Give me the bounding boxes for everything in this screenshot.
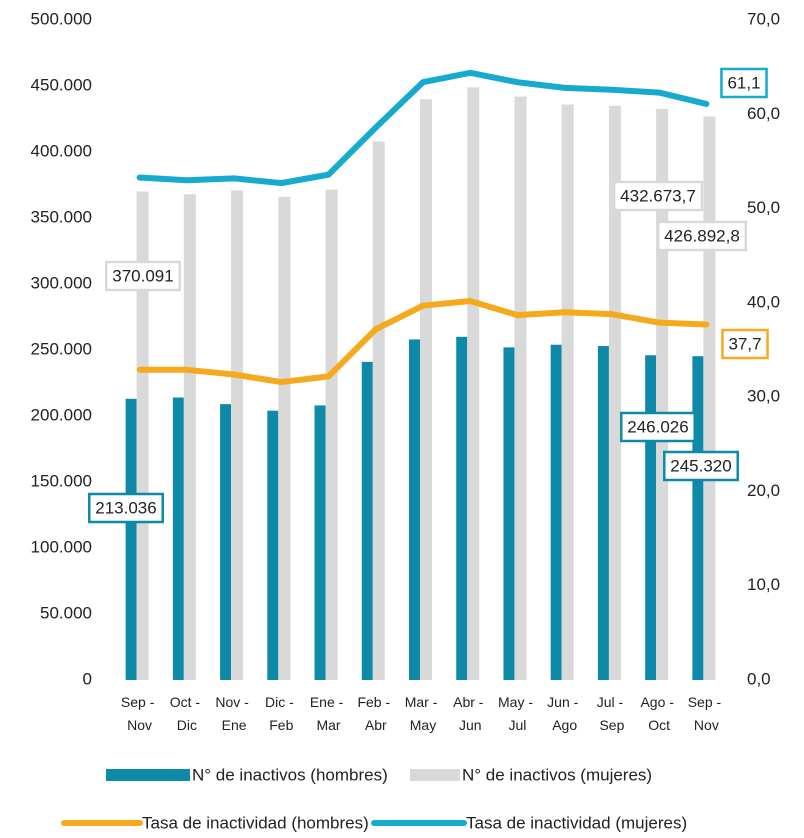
y-tick-label: 250.000 — [31, 339, 92, 358]
value-label-text: 213.036 — [95, 498, 156, 517]
x-tick-label: Jul - Sep — [597, 694, 627, 733]
y2-tick-label: 0,0 — [747, 669, 771, 688]
value-label-box — [620, 411, 696, 443]
bar — [361, 361, 373, 680]
bar — [550, 344, 562, 680]
x-tick-label: Nov - Ene — [215, 694, 252, 733]
bar — [136, 191, 149, 681]
legend-swatch — [106, 769, 190, 781]
y2-tick-label: 50,0 — [747, 198, 780, 217]
bar — [325, 189, 338, 680]
value-label-box — [721, 328, 769, 360]
value-label-text: 426.892,8 — [664, 226, 740, 245]
x-tick-label: May - Jul — [498, 694, 537, 733]
bar — [645, 355, 657, 680]
y-tick-label: 500.000 — [31, 9, 92, 28]
bar — [183, 194, 196, 681]
bar — [692, 356, 704, 680]
y2-tick-label: 60,0 — [747, 104, 780, 123]
bar — [456, 336, 468, 680]
y2-tick-label: 10,0 — [747, 575, 780, 594]
value-label-box — [105, 260, 181, 292]
line — [136, 69, 710, 187]
x-tick-label: Mar - May — [405, 694, 442, 733]
line — [136, 297, 710, 386]
legend-label: N° de inactivos (mujeres) — [462, 765, 652, 784]
x-tick-label: Ago - Oct — [640, 694, 677, 733]
legend-swatch — [410, 769, 460, 781]
value-label: 37,7 — [721, 328, 769, 360]
value-label-text: 370.091 — [112, 266, 173, 285]
y-tick-label: 350.000 — [31, 207, 92, 226]
bar — [278, 196, 291, 680]
value-label-text: 245.320 — [670, 456, 731, 475]
y-tick-label: 50.000 — [40, 603, 92, 622]
value-label: 426.892,8 — [656, 220, 748, 252]
bar — [220, 404, 232, 680]
value-label: 370.091 — [105, 260, 181, 292]
value-label: 432.673,7 — [612, 180, 704, 212]
y-tick-label: 400.000 — [31, 141, 92, 160]
legend-label: N° de inactivos (hombres) — [192, 765, 388, 784]
bar — [372, 141, 385, 680]
value-label-text: 61,1 — [727, 73, 760, 92]
y2-tick-label: 70,0 — [747, 9, 780, 28]
y-tick-label: 0 — [83, 669, 92, 688]
legend-label: Tasa de inactividad (hombres) — [142, 813, 369, 832]
y2-tick-label: 30,0 — [747, 387, 780, 406]
value-label-text: 246.026 — [627, 417, 688, 436]
bar — [267, 410, 279, 680]
value-label-text: 432.673,7 — [620, 186, 696, 205]
value-label-box — [663, 450, 739, 482]
x-tick-label: Abr - Jun — [453, 694, 487, 733]
bar — [172, 397, 184, 680]
bar — [409, 339, 420, 680]
x-tick-label: Dic - Feb — [265, 694, 298, 733]
value-label-text: 37,7 — [728, 334, 761, 353]
value-label: 213.036 — [88, 492, 164, 524]
y-tick-label: 300.000 — [31, 273, 92, 292]
bar — [503, 347, 515, 680]
bar — [703, 116, 716, 680]
y2-tick-label: 40,0 — [747, 292, 780, 311]
value-label: 245.320 — [663, 450, 739, 482]
x-tick-label: Sep - Nov — [688, 694, 725, 733]
y-tick-label: 200.000 — [31, 405, 92, 424]
bar — [314, 405, 326, 680]
value-label: 246.026 — [620, 411, 696, 443]
bar — [420, 99, 432, 680]
bar — [231, 190, 244, 680]
bar — [125, 398, 137, 680]
x-tick-label: Ene - Mar — [310, 694, 347, 733]
y-tick-label: 150.000 — [31, 471, 92, 490]
bar — [467, 87, 480, 680]
bar — [597, 346, 609, 680]
bar — [514, 96, 527, 680]
legend-label: Tasa de inactividad (mujeres) — [466, 813, 687, 832]
value-label-box — [720, 67, 768, 99]
x-tick-label: Oct - Dic — [170, 694, 204, 733]
y-tick-label: 100.000 — [31, 537, 92, 556]
bar — [608, 105, 621, 681]
x-tick-label: Sep - Nov — [121, 694, 158, 733]
bar — [656, 108, 669, 680]
y-tick-label: 450.000 — [31, 75, 92, 94]
value-label-box — [656, 220, 748, 252]
value-label-box — [88, 492, 164, 524]
bar — [561, 104, 574, 681]
x-tick-label: Feb - Abr — [357, 694, 394, 733]
y2-tick-label: 20,0 — [747, 481, 780, 500]
value-label-box — [612, 180, 704, 212]
value-label: 61,1 — [720, 67, 768, 99]
x-tick-label: Jun - Ago — [547, 694, 582, 733]
